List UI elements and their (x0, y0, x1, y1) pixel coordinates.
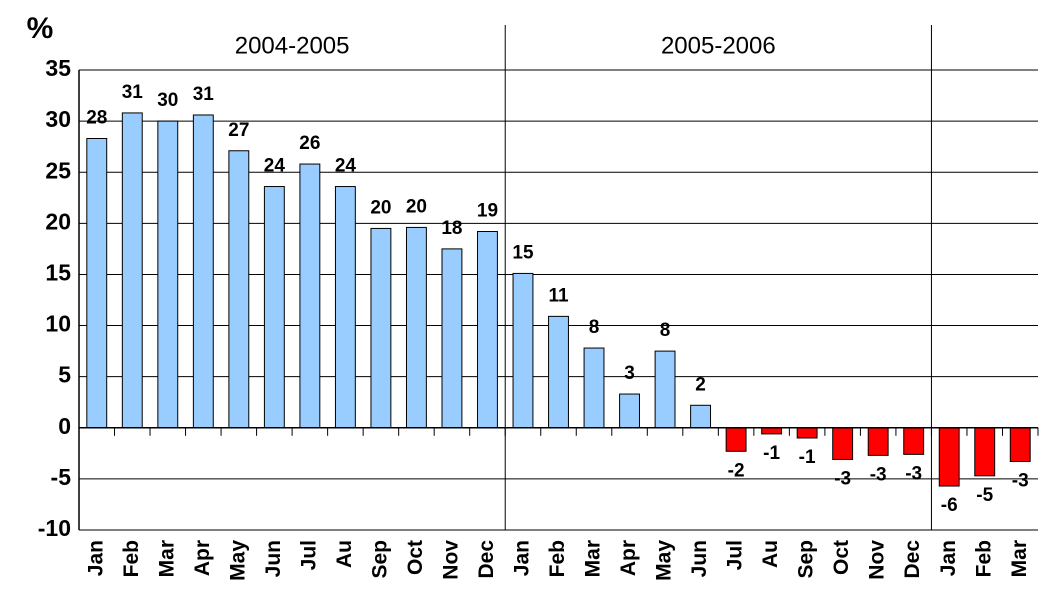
x-tick-label: Jan (937, 540, 960, 576)
x-tick-label: Oct (404, 540, 427, 575)
bar (548, 315, 569, 429)
x-tick-label: Jun (688, 540, 711, 577)
x-tick-label: Feb (120, 540, 143, 577)
x-tick-label: Apr (191, 540, 214, 576)
bar (512, 272, 534, 429)
bar (334, 186, 356, 429)
x-tick-label: Apr (617, 540, 640, 576)
value-label: 24 (264, 156, 286, 177)
value-label: 8 (660, 320, 671, 341)
value-label: -5 (976, 485, 993, 506)
x-tick-label: Jan (84, 540, 107, 576)
bar (405, 226, 427, 429)
bar (690, 404, 712, 429)
bar (192, 114, 214, 429)
bar (832, 427, 854, 460)
y-tick-label: 20 (45, 208, 71, 234)
value-label: -6 (941, 495, 958, 516)
value-label: -1 (799, 447, 816, 468)
value-label: -2 (728, 460, 745, 481)
group-label: 2004-2005 (235, 32, 350, 59)
value-label: 2 (695, 374, 706, 395)
value-label: -3 (1012, 471, 1029, 492)
y-tick-label: 5 (58, 362, 71, 388)
x-tick-label: Nov (866, 540, 889, 580)
x-tick-label: Dec (475, 540, 498, 579)
value-label: 3 (624, 363, 635, 384)
value-label: 18 (441, 218, 462, 239)
x-tick-label: Feb (972, 540, 995, 577)
x-tick-label: Feb (546, 540, 569, 577)
x-tick-label: Mar (1008, 540, 1031, 577)
value-label: -1 (763, 443, 780, 464)
y-tick-label: 15 (45, 260, 71, 286)
bar (867, 427, 889, 456)
bar (263, 186, 285, 429)
y-tick-label: 25 (45, 157, 71, 183)
x-tick-label: Jul (297, 540, 320, 570)
bar (903, 427, 925, 455)
x-tick-label: Au (759, 540, 782, 568)
value-label: 8 (589, 317, 600, 338)
y-tick-label: -10 (38, 515, 71, 541)
value-label: 11 (548, 285, 569, 306)
y-tick-label: 0 (58, 413, 71, 439)
value-label: 30 (157, 90, 178, 111)
x-tick-label: Mar (582, 540, 605, 577)
y-axis-label: % (27, 12, 54, 45)
bar (725, 427, 747, 452)
bar (370, 227, 392, 429)
bar (86, 137, 108, 429)
bar (477, 231, 498, 429)
bar (654, 350, 676, 429)
bar (121, 112, 143, 429)
x-tick-label: Mar (155, 540, 178, 577)
value-label: 27 (228, 120, 249, 141)
value-label: 15 (512, 242, 534, 263)
x-tick-label: Dec (901, 540, 924, 579)
value-label: -3 (834, 468, 851, 489)
x-tick-label: Jun (262, 540, 285, 577)
y-tick-label: 35 (45, 55, 71, 81)
bar (761, 427, 783, 435)
bar (796, 427, 818, 439)
y-tick-label: 30 (45, 106, 71, 132)
value-label: 26 (299, 133, 320, 154)
value-label: 31 (193, 84, 215, 105)
bar (228, 150, 250, 429)
x-tick-label: Jan (511, 540, 534, 576)
x-tick-label: May (653, 540, 676, 581)
value-label: 19 (477, 201, 498, 222)
value-label: 28 (86, 108, 107, 129)
value-label: -3 (870, 464, 887, 485)
y-tick-label: -5 (51, 464, 72, 490)
x-tick-label: Jul (724, 540, 747, 570)
value-label: -3 (905, 463, 922, 484)
bar (299, 163, 321, 429)
x-tick-label: Nov (439, 540, 462, 580)
y-tick-label: 10 (45, 311, 71, 337)
value-label: 31 (122, 82, 144, 103)
bar (619, 393, 640, 429)
value-label: 20 (370, 197, 391, 218)
value-label: 24 (335, 156, 357, 177)
group-label: 2005-2006 (661, 32, 776, 59)
x-tick-label: Oct (830, 540, 853, 575)
x-tick-label: Sep (368, 540, 391, 579)
value-label: 20 (406, 196, 427, 217)
bar (938, 427, 960, 487)
bar (974, 427, 996, 477)
x-tick-label: Au (333, 540, 356, 568)
bar (583, 347, 605, 429)
x-tick-label: Sep (795, 540, 818, 579)
bar (157, 120, 179, 429)
bar (1009, 427, 1031, 463)
x-tick-label: May (226, 540, 249, 581)
bar (441, 248, 463, 429)
